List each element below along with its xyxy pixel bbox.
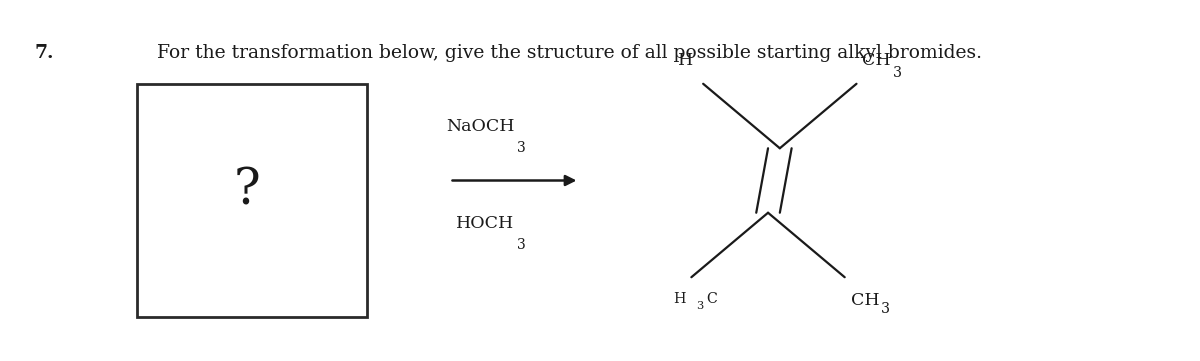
Text: CH: CH [863,52,892,69]
Text: ?: ? [233,166,260,216]
Text: H: H [673,292,685,305]
Text: HOCH: HOCH [456,215,515,232]
Text: For the transformation below, give the structure of all possible starting alkyl : For the transformation below, give the s… [157,44,982,62]
Text: 3: 3 [696,300,703,310]
Text: CH: CH [851,292,880,309]
Text: 3: 3 [893,66,902,80]
Text: 3: 3 [517,238,526,252]
Text: 7.: 7. [35,44,54,62]
Text: H: H [678,52,694,69]
Text: C: C [707,292,718,305]
Text: NaOCH: NaOCH [446,118,515,135]
Bar [137,84,367,317]
Text: 3: 3 [881,302,890,316]
Text: 3: 3 [517,141,526,155]
